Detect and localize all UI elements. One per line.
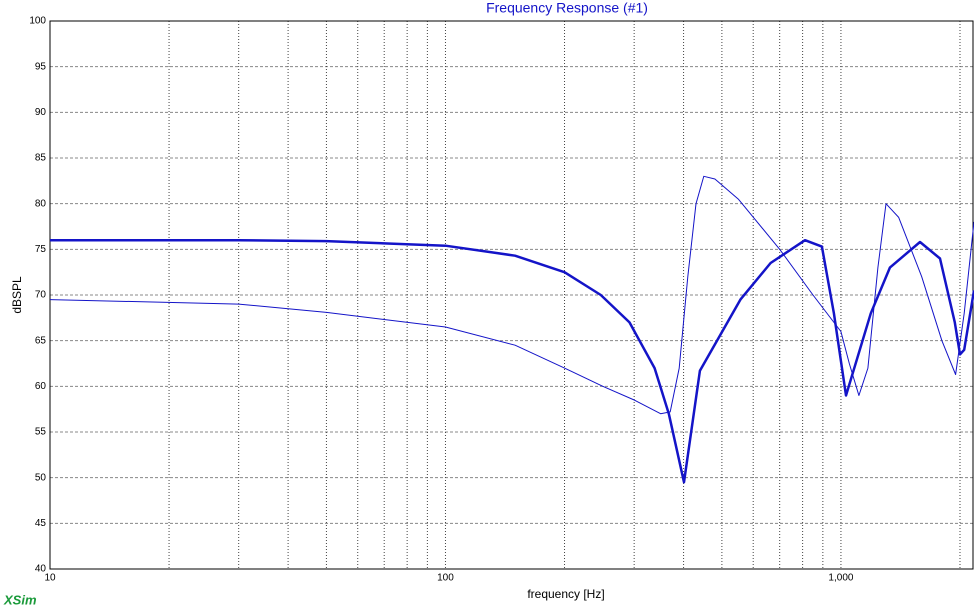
y-tick-label: 95	[35, 61, 47, 72]
y-tick-label: 100	[29, 16, 46, 27]
y-tick-label: 50	[35, 472, 47, 483]
y-tick-label: 70	[35, 290, 47, 301]
y-tick-label: 75	[35, 244, 47, 255]
x-axis-label: frequency [Hz]	[527, 587, 604, 601]
series-line	[50, 238, 974, 484]
y-tick-label: 45	[35, 518, 47, 529]
y-tick-label: 60	[35, 381, 47, 392]
series-line	[49, 175, 974, 415]
x-tick-label: 100	[437, 573, 454, 584]
chart-title: Frequency Response (#1)	[486, 0, 648, 16]
y-tick-label: 65	[35, 335, 47, 346]
x-tick-label: 10	[44, 573, 56, 584]
y-tick-label: 55	[35, 427, 47, 438]
footer: XSim	[3, 592, 37, 607]
x-tick-label: 1,000	[828, 573, 853, 584]
y-tick-label: 80	[35, 198, 47, 209]
y-tick-label: 40	[35, 564, 47, 575]
y-tick-label: 90	[35, 107, 47, 118]
y-tick-label: 85	[35, 153, 47, 164]
y-axis-label: dBSPL	[10, 276, 24, 314]
